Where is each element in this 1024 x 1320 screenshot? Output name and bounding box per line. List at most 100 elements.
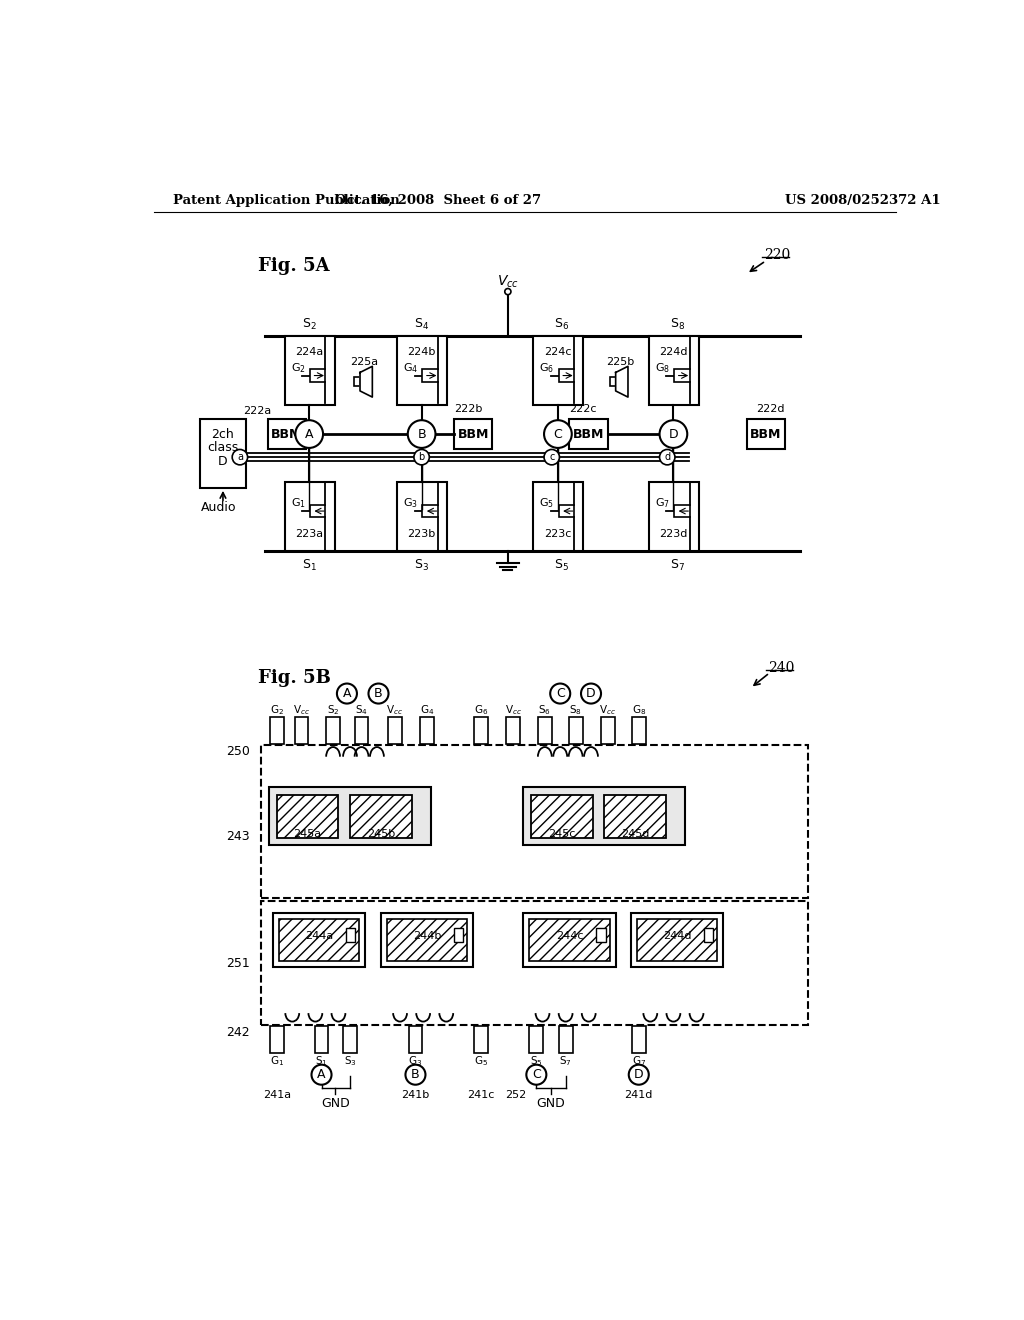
Text: A: A xyxy=(343,686,351,700)
Text: 245b: 245b xyxy=(367,829,395,838)
Circle shape xyxy=(550,684,570,704)
Text: S$_3$: S$_3$ xyxy=(414,557,429,573)
Text: 224d: 224d xyxy=(659,347,688,358)
Bar xyxy=(397,335,447,405)
Text: C: C xyxy=(532,1068,541,1081)
Bar xyxy=(270,717,284,743)
Text: US 2008/0252372 A1: US 2008/0252372 A1 xyxy=(785,194,941,207)
Text: S$_1$: S$_1$ xyxy=(315,1053,328,1068)
Text: G$_5$: G$_5$ xyxy=(474,1053,488,1068)
Text: C: C xyxy=(554,428,562,441)
Text: 222d: 222d xyxy=(757,404,785,414)
Text: 244c: 244c xyxy=(556,931,584,941)
Text: V$_{cc}$: V$_{cc}$ xyxy=(505,704,522,717)
Circle shape xyxy=(408,420,435,447)
Bar xyxy=(354,378,360,387)
Text: B: B xyxy=(412,1068,420,1081)
Text: Oct. 16, 2008  Sheet 6 of 27: Oct. 16, 2008 Sheet 6 of 27 xyxy=(336,194,542,207)
Text: 241a: 241a xyxy=(263,1090,291,1101)
Text: Fig. 5A: Fig. 5A xyxy=(258,257,330,275)
Text: Patent Application Publication: Patent Application Publication xyxy=(173,194,399,207)
Text: G$_4$: G$_4$ xyxy=(403,360,419,375)
Text: G$_6$: G$_6$ xyxy=(474,704,488,717)
Text: S$_7$: S$_7$ xyxy=(670,557,685,573)
Text: G$_2$: G$_2$ xyxy=(291,360,305,375)
Text: 240: 240 xyxy=(768,661,795,675)
Text: S$_5$: S$_5$ xyxy=(554,557,569,573)
Bar xyxy=(350,795,412,838)
Bar xyxy=(674,370,689,381)
Circle shape xyxy=(406,1065,425,1085)
Text: Audio: Audio xyxy=(202,500,237,513)
Text: GND: GND xyxy=(321,1097,350,1110)
Text: G$_2$: G$_2$ xyxy=(270,704,284,717)
Bar xyxy=(200,418,246,488)
Text: 243: 243 xyxy=(226,830,250,843)
Bar xyxy=(346,928,355,942)
Bar xyxy=(705,928,714,942)
Text: G$_8$: G$_8$ xyxy=(632,704,646,717)
Circle shape xyxy=(581,684,601,704)
Bar xyxy=(746,418,785,449)
Text: V$_{cc}$: V$_{cc}$ xyxy=(386,704,403,717)
Polygon shape xyxy=(615,367,628,397)
Text: A: A xyxy=(317,1068,326,1081)
Circle shape xyxy=(544,449,559,465)
Text: S$_4$: S$_4$ xyxy=(355,704,368,717)
Text: S$_7$: S$_7$ xyxy=(559,1053,572,1068)
Text: G$_3$: G$_3$ xyxy=(409,1053,423,1068)
Text: G$_7$: G$_7$ xyxy=(632,1053,646,1068)
Circle shape xyxy=(295,420,323,447)
Bar xyxy=(420,717,434,743)
Circle shape xyxy=(369,684,388,704)
Text: GND: GND xyxy=(537,1097,565,1110)
Text: S$_2$: S$_2$ xyxy=(302,317,316,333)
Bar xyxy=(649,335,698,405)
Bar xyxy=(270,1026,284,1053)
Text: BBM: BBM xyxy=(458,428,488,441)
Text: Fig. 5B: Fig. 5B xyxy=(258,669,331,688)
Text: 242: 242 xyxy=(226,1026,250,1039)
Text: 222a: 222a xyxy=(244,407,271,416)
Circle shape xyxy=(526,1065,547,1085)
Text: G$_6$: G$_6$ xyxy=(540,360,555,375)
Text: BBM: BBM xyxy=(573,428,604,441)
Text: G$_1$: G$_1$ xyxy=(291,496,306,511)
Text: V$_{cc}$: V$_{cc}$ xyxy=(293,704,310,717)
Text: 222c: 222c xyxy=(569,404,597,414)
Bar xyxy=(397,482,447,552)
Text: 224a: 224a xyxy=(295,347,324,358)
Bar xyxy=(310,504,326,517)
Bar xyxy=(310,370,326,381)
Text: 241d: 241d xyxy=(625,1090,653,1101)
Polygon shape xyxy=(360,367,373,397)
Text: class: class xyxy=(207,441,239,454)
Bar xyxy=(609,378,615,387)
Bar xyxy=(538,717,552,743)
Bar xyxy=(285,482,335,552)
Bar xyxy=(649,482,698,552)
Bar xyxy=(596,928,605,942)
Text: D: D xyxy=(218,455,227,469)
Text: 245c: 245c xyxy=(548,829,575,838)
Text: 244d: 244d xyxy=(663,931,691,941)
Circle shape xyxy=(414,449,429,465)
Text: 222b: 222b xyxy=(454,404,482,414)
Text: S$_5$: S$_5$ xyxy=(530,1053,543,1068)
Text: B: B xyxy=(418,428,426,441)
Bar xyxy=(523,913,615,966)
Text: 223a: 223a xyxy=(295,529,324,539)
Bar xyxy=(674,504,689,517)
Bar xyxy=(326,717,340,743)
Text: $V_{cc}$: $V_{cc}$ xyxy=(497,273,519,290)
Text: S$_6$: S$_6$ xyxy=(539,704,551,717)
Text: S$_3$: S$_3$ xyxy=(344,1053,356,1068)
Text: S$_8$: S$_8$ xyxy=(670,317,685,333)
Text: 252: 252 xyxy=(505,1090,526,1101)
Bar xyxy=(632,1026,646,1053)
Text: a: a xyxy=(237,453,243,462)
Bar xyxy=(314,1026,329,1053)
Circle shape xyxy=(505,289,511,294)
Bar xyxy=(631,913,724,966)
Bar xyxy=(422,370,438,381)
